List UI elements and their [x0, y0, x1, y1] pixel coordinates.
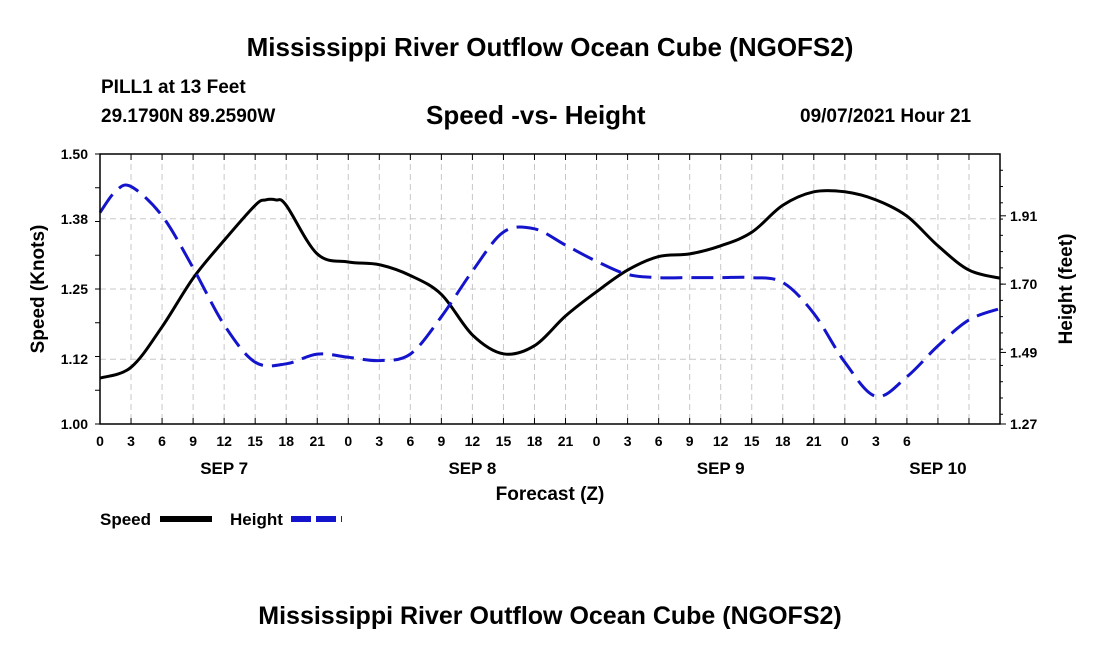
chart-subtitle: Speed -vs- Height: [426, 100, 646, 130]
x-tick-label: 3: [127, 433, 135, 449]
y-left-tick-label: 1.38: [61, 211, 88, 227]
x-tick-label: 12: [465, 433, 481, 449]
y-right-tick-label: 1.70: [1010, 276, 1037, 292]
y-left-tick-label: 1.00: [61, 416, 88, 432]
coordinates-label: 29.1790N 89.2590W: [101, 106, 276, 127]
y-left-tick-label: 1.25: [61, 281, 88, 297]
x-tick-label: 6: [655, 433, 663, 449]
x-tick-label: 3: [624, 433, 632, 449]
y-left-tick-label: 1.12: [61, 351, 88, 367]
x-tick-label: 9: [686, 433, 694, 449]
x-tick-label: 9: [437, 433, 445, 449]
height-line: [98, 183, 1001, 399]
x-tick-label: 0: [96, 433, 104, 449]
y-right-tick-label: 1.91: [1010, 208, 1037, 224]
x-tick-label: 12: [713, 433, 729, 449]
x-tick-label: 6: [903, 433, 911, 449]
station-label: PILL1 at 13 Feet: [101, 77, 246, 98]
x-axis-label: Forecast (Z): [496, 484, 605, 505]
x-tick-label: 21: [806, 433, 822, 449]
x-tick-label: 0: [841, 433, 849, 449]
x-tick-label: 15: [247, 433, 263, 449]
y-left-axis-label: Speed (Knots): [28, 225, 49, 354]
legend-label-speed: Speed: [100, 510, 151, 529]
x-tick-label: 18: [775, 433, 791, 449]
date-label: SEP 9: [697, 459, 745, 478]
x-tick-label: 0: [593, 433, 601, 449]
y-right-tick-label: 1.27: [1010, 416, 1037, 432]
x-tick-label: 18: [527, 433, 543, 449]
x-tick-label: 15: [496, 433, 512, 449]
plot-frame: [99, 153, 1001, 425]
date-label: SEP 10: [909, 459, 966, 478]
date-label: SEP 8: [448, 459, 496, 478]
x-tick-label: 0: [344, 433, 352, 449]
x-tick-label: 3: [872, 433, 880, 449]
chart-title-top: Mississippi River Outflow Ocean Cube (NG…: [246, 32, 854, 62]
chart-title-bottom: Mississippi River Outflow Ocean Cube (NG…: [258, 602, 842, 630]
date-label: SEP 7: [200, 459, 248, 478]
x-tick-label: 21: [309, 433, 325, 449]
x-tick-label: 15: [744, 433, 760, 449]
y-right-axis-label: Height (feet): [1056, 234, 1077, 345]
x-tick-label: 3: [375, 433, 383, 449]
x-tick-label: 12: [216, 433, 232, 449]
x-tick-label: 9: [189, 433, 197, 449]
x-tick-label: 21: [558, 433, 574, 449]
x-tick-label: 18: [278, 433, 294, 449]
speed-line: [99, 188, 1001, 380]
y-left-tick-label: 1.50: [61, 146, 88, 162]
x-tick-label: 6: [406, 433, 414, 449]
legend-label-height: Height: [230, 510, 283, 529]
run-time-label: 09/07/2021 Hour 21: [800, 106, 972, 127]
y-right-tick-label: 1.49: [1010, 344, 1037, 360]
x-tick-label: 6: [158, 433, 166, 449]
